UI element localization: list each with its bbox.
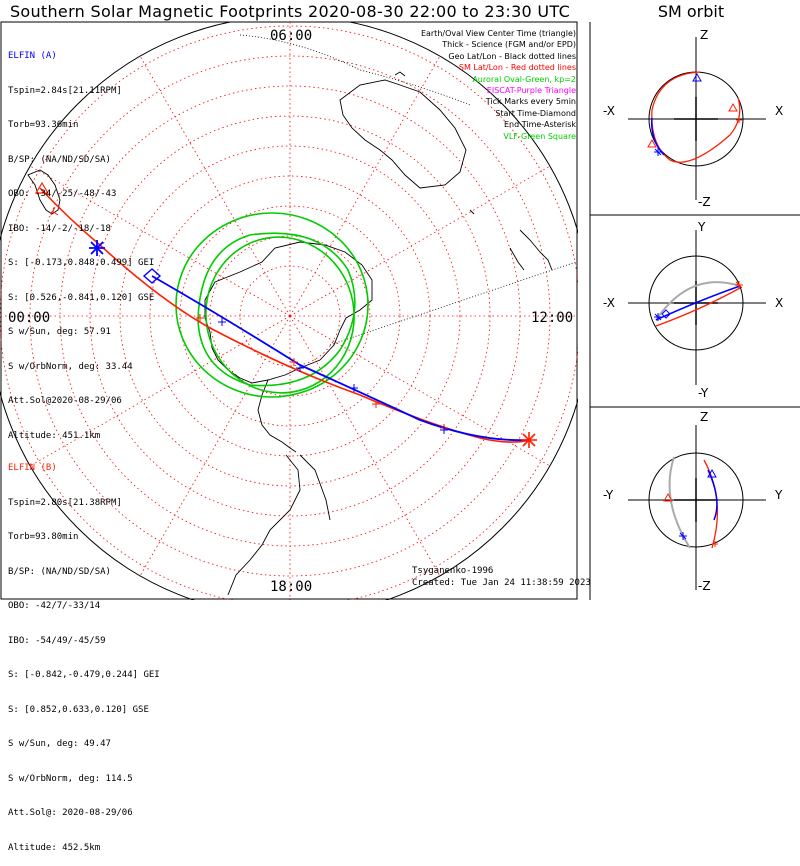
info-line: Att.Sol@: 2020-08-29/06 bbox=[8, 808, 133, 818]
axis-label: Y bbox=[697, 220, 706, 234]
axis-label: Y bbox=[774, 488, 783, 502]
axis-label: -Z bbox=[698, 579, 711, 593]
orbit-panel-title: SM orbit bbox=[657, 2, 725, 21]
axis-label: X bbox=[775, 104, 783, 118]
axis-label: -Y bbox=[698, 386, 709, 400]
info-line: OBO: -34/-25/-48/-43 bbox=[8, 189, 117, 199]
elfin-b-ticks bbox=[50, 206, 448, 432]
view-center-triangle bbox=[34, 181, 50, 194]
map-frame bbox=[0, 21, 578, 600]
mlt-label-left: 00:00 bbox=[8, 310, 50, 326]
info-line: B/SP: (NA/ND/SD/SA) bbox=[8, 154, 111, 165]
info-line: Altitude: 452.5km bbox=[8, 842, 101, 853]
info-line: B/SP: (NA/ND/SD/SA) bbox=[8, 566, 111, 577]
info-line: Torb=93.36min bbox=[8, 120, 79, 130]
legend-item: EISCAT-Purple Triangle bbox=[486, 86, 576, 96]
info-line: S: [-0.173,0.848,0.499] GEI bbox=[8, 258, 155, 268]
plot-canvas: Z -Z -X X Y -Y -X X Z -Z -Y Y 06:00 00:0… bbox=[0, 21, 800, 600]
elfin-a-start-diamond bbox=[142, 268, 162, 284]
elfin-a-info: ELFIN (A) Tspin=2.84s[21.11RPM] Torb=93.… bbox=[8, 28, 154, 454]
axis-label: Z bbox=[700, 28, 708, 42]
legend-item: Earth/Oval View Center Time (triangle) bbox=[420, 29, 576, 38]
elfin-a-end-asterisk bbox=[89, 240, 105, 256]
info-line: S: [0.852,0.633,0.120] GSE bbox=[8, 704, 149, 715]
info-line: S w/OrbNorm, deg: 114.5 bbox=[8, 773, 133, 784]
footprint-map bbox=[0, 22, 578, 600]
coastlines bbox=[27, 71, 553, 596]
axis-label: -Y bbox=[603, 488, 614, 502]
elfin-b-info: ELFIN (B) Tspin=2.80s[21.38RPM] Torb=93.… bbox=[8, 440, 160, 866]
info-line: S w/Sun, deg: 49.47 bbox=[8, 739, 111, 749]
axis-label: Z bbox=[700, 410, 708, 424]
legend-item: End Time-Asterisk bbox=[503, 120, 576, 130]
info-line: Altitude: 451.1km bbox=[8, 430, 101, 441]
elfin-a-ticks bbox=[218, 318, 448, 434]
info-line: S w/Sun, deg: 57.91 bbox=[8, 327, 111, 337]
mlt-label-top: 06:00 bbox=[270, 28, 312, 44]
mlt-label-right: 12:00 bbox=[531, 310, 573, 326]
legend-item: SM Lat/Lon - Red dotted lines bbox=[458, 63, 576, 73]
info-line: S: [-0.842,-0.479,0.244] GEI bbox=[8, 670, 160, 680]
info-line: Att.Sol@2020-08-29/06 bbox=[8, 396, 122, 406]
elfin-b-end-asterisk bbox=[521, 432, 537, 448]
info-line: S: [0.526,-0.841,0.120] GSE bbox=[8, 292, 155, 303]
elfin-b-name: ELFIN (B) bbox=[8, 463, 57, 473]
created-timestamp: Created: Tue Jan 24 11:38:59 2023 bbox=[412, 578, 591, 588]
axis-label: -X bbox=[603, 296, 615, 310]
orbit-panel-yx bbox=[628, 230, 766, 385]
info-line: IBO: -54/49/-45/59 bbox=[8, 635, 106, 646]
axis-label: -Z bbox=[698, 195, 711, 209]
geo-grid-line bbox=[329, 261, 577, 346]
legend-item: VLF-Green Square bbox=[503, 131, 576, 141]
info-line: Torb=93.80min bbox=[8, 532, 79, 542]
elfin-a-track bbox=[151, 275, 529, 442]
legend-item: Thick - Science (FGM and/or EPD) bbox=[442, 40, 576, 50]
axis-label: -X bbox=[603, 104, 615, 118]
info-line: OBO: -42/7/-33/14 bbox=[8, 601, 101, 611]
orbit-panel-zx bbox=[628, 37, 766, 200]
page-title: Southern Solar Magnetic Footprints 2020-… bbox=[9, 2, 571, 21]
legend-item: Tick Marks every 5min bbox=[485, 97, 576, 107]
info-line: S w/OrbNorm, deg: 33.44 bbox=[8, 361, 133, 372]
auroral-oval bbox=[175, 212, 369, 398]
map-legend: Earth/Oval View Center Time (triangle) T… bbox=[421, 28, 576, 142]
elfin-b-track bbox=[39, 187, 531, 443]
axis-label: X bbox=[775, 296, 783, 310]
mlt-label-bottom: 18:00 bbox=[270, 579, 312, 595]
legend-item: Start Time-Diamond bbox=[495, 108, 576, 118]
orbit-panel-zy bbox=[628, 425, 766, 590]
info-line: IBO: -14/-2/-18/-18 bbox=[8, 223, 111, 234]
model-credit: Tsyganenko-1996 bbox=[412, 566, 494, 576]
legend-item: Auroral Oval-Green, kp=2 bbox=[472, 74, 576, 84]
legend-item: Geo Lat/Lon - Black dotted lines bbox=[448, 51, 576, 61]
info-line: Tspin=2.80s[21.38RPM] bbox=[8, 497, 122, 508]
info-line: Tspin=2.84s[21.11RPM] bbox=[8, 85, 122, 96]
elfin-a-name: ELFIN (A) bbox=[8, 51, 57, 61]
